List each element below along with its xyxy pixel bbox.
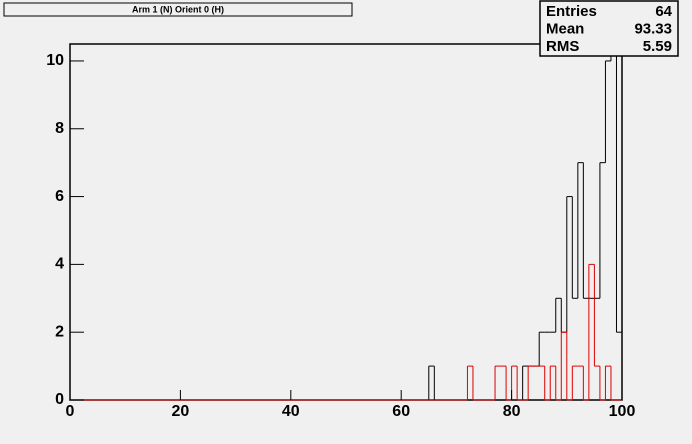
x-tick-label: 0	[66, 403, 75, 420]
y-tick-label: 8	[55, 120, 64, 137]
y-tick-label: 2	[55, 323, 64, 340]
x-tick-label: 80	[503, 403, 521, 420]
plot-area	[70, 44, 622, 401]
stat-label: RMS	[546, 38, 579, 55]
y-tick-label: 0	[55, 391, 64, 408]
y-tick-label: 6	[55, 188, 64, 205]
x-tick-label: 40	[282, 403, 300, 420]
x-tick-label: 100	[609, 403, 636, 420]
axes: 0 20 40 60 80 100 0 2 4 6 8 10	[46, 52, 635, 420]
y-tick-label: 10	[46, 52, 64, 69]
stat-value: 5.59	[643, 38, 672, 55]
stats: Entries 64 Mean 93.33 RMS 5.59	[546, 3, 673, 55]
stat-value: 64	[655, 3, 672, 20]
x-tick-label: 20	[172, 403, 190, 420]
y-tick-label: 4	[55, 256, 64, 273]
chart-title: Arm 1 (N) Orient 0 (H)	[132, 4, 224, 14]
stat-value: 93.33	[634, 20, 672, 37]
title-box	[3, 2, 353, 17]
x-tick-label: 60	[392, 403, 410, 420]
stats-box	[539, 0, 679, 57]
stat-label: Mean	[546, 20, 584, 37]
stat-label: Entries	[546, 3, 597, 20]
